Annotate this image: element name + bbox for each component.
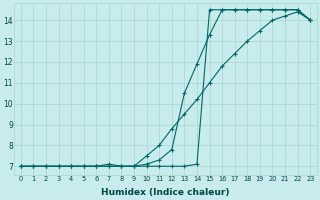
X-axis label: Humidex (Indice chaleur): Humidex (Indice chaleur) <box>101 188 230 197</box>
